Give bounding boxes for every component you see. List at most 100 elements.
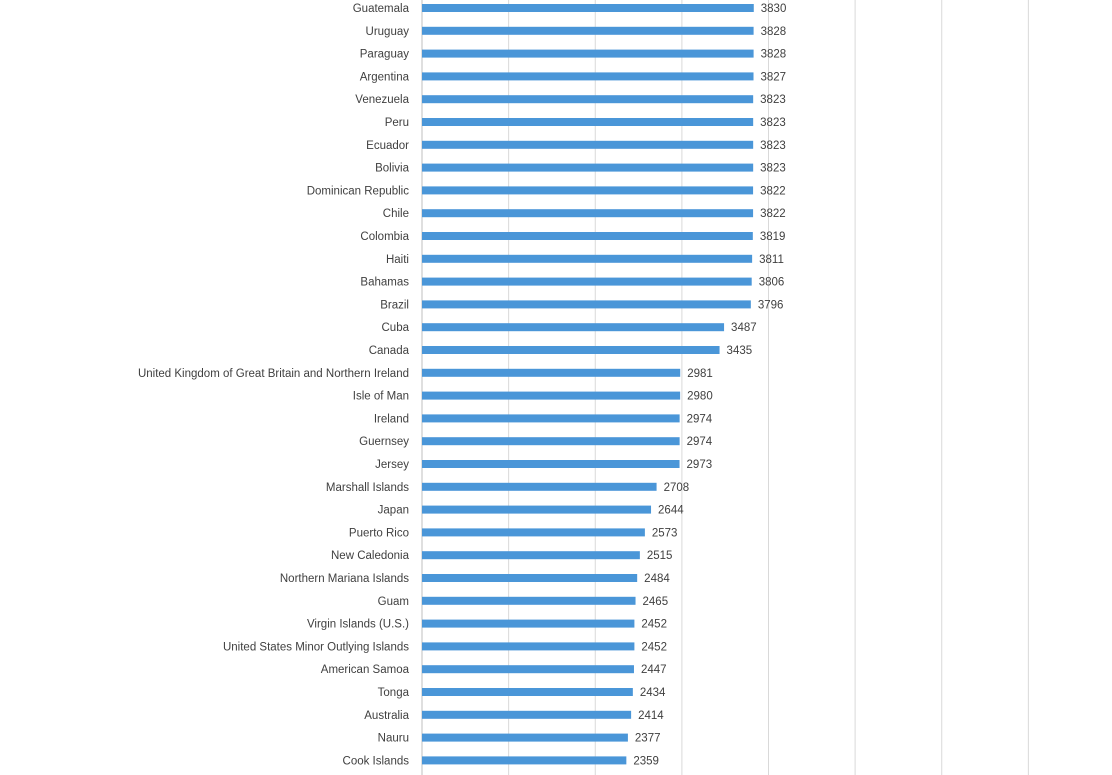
- bar: [422, 209, 754, 218]
- data-label: 2573: [652, 527, 678, 539]
- data-label: 2452: [641, 641, 667, 653]
- category-label: Puerto Rico: [349, 527, 409, 539]
- bar: [422, 323, 725, 332]
- bar: [422, 232, 753, 240]
- bar: [422, 528, 645, 537]
- bar: [422, 368, 681, 377]
- category-label: Northern Mariana Islands: [280, 573, 409, 585]
- data-label: 3822: [760, 208, 786, 220]
- data-label: 3796: [758, 299, 784, 311]
- category-label: Paraguay: [360, 49, 409, 61]
- bar: [422, 574, 638, 582]
- category-label: Canada: [369, 345, 410, 357]
- data-label: 3823: [760, 94, 786, 106]
- category-label: United Kingdom of Great Britain and Nort…: [138, 368, 409, 380]
- data-label: 3487: [731, 322, 757, 334]
- category-labels: Guatemala Uruguay Paraguay Argentina Venezue…: [138, 3, 410, 767]
- data-label: 2359: [633, 755, 659, 767]
- bar: [422, 437, 680, 446]
- bar: [422, 596, 636, 605]
- category-label: Isle of Man: [353, 391, 409, 403]
- bar: [422, 95, 754, 104]
- category-label: United States Minor Outlying Islands: [223, 641, 409, 653]
- data-label: 3435: [727, 345, 753, 357]
- data-label: 2447: [641, 664, 667, 676]
- category-label: New Caledonia: [331, 550, 410, 562]
- category-label: Nauru: [378, 733, 409, 745]
- category-label: Ireland: [374, 413, 409, 425]
- bar: [422, 254, 753, 263]
- data-label: 3828: [761, 49, 787, 61]
- data-label: 3822: [760, 185, 786, 197]
- bar: [422, 118, 754, 126]
- category-label: Australia: [364, 710, 409, 722]
- bar: [422, 665, 634, 674]
- category-label: Guatemala: [353, 3, 410, 15]
- data-label: 2377: [635, 733, 661, 745]
- category-label: Dominican Republic: [307, 185, 410, 197]
- data-label: 2973: [687, 459, 713, 471]
- data-label: 3823: [760, 117, 786, 129]
- bars: [422, 4, 754, 765]
- category-label: Guam: [378, 596, 409, 608]
- bar: [422, 551, 640, 560]
- data-label: 3823: [760, 163, 786, 175]
- bar: [422, 4, 754, 12]
- category-label: Bahamas: [360, 277, 409, 289]
- category-label: Argentina: [360, 71, 410, 83]
- bar: [422, 391, 681, 400]
- bar: [422, 163, 754, 172]
- category-label: Haiti: [386, 254, 409, 266]
- data-label: 3806: [759, 277, 785, 289]
- category-label: Guernsey: [359, 436, 409, 448]
- category-label: Bolivia: [375, 163, 409, 175]
- bar: [422, 277, 752, 286]
- bar: [422, 482, 657, 491]
- category-label: Venezuela: [355, 94, 409, 106]
- data-label: 2515: [647, 550, 673, 562]
- bar: [422, 414, 680, 423]
- data-label: 3828: [761, 26, 787, 38]
- data-label: 2414: [638, 710, 664, 722]
- bar: [422, 460, 680, 468]
- data-label: 3811: [759, 254, 784, 266]
- bar: [422, 688, 633, 696]
- category-label: Peru: [385, 117, 409, 129]
- bar: [422, 186, 754, 195]
- data-label: 3823: [760, 140, 786, 152]
- bar: [422, 710, 632, 719]
- category-label: American Samoa: [321, 664, 410, 676]
- data-label: 3819: [760, 231, 786, 243]
- data-label: 2644: [658, 505, 684, 517]
- bar: [422, 140, 754, 149]
- category-label: Uruguay: [366, 26, 410, 38]
- bar: [422, 346, 720, 354]
- data-label: 2484: [644, 573, 670, 585]
- category-label: Chile: [383, 208, 409, 220]
- category-label: Brazil: [380, 299, 409, 311]
- category-label: Marshall Islands: [326, 482, 409, 494]
- bar: [422, 49, 754, 58]
- data-labels: 3830 3828 3828 3827 3823 3823 3823 3823 3822 3822…: [633, 3, 786, 767]
- data-label: 3830: [761, 3, 787, 15]
- data-label: 2980: [687, 391, 713, 403]
- category-label: Virgin Islands (U.S.): [307, 619, 409, 631]
- gridlines: [421, 0, 1029, 775]
- data-label: 2981: [687, 368, 713, 380]
- category-label: Cuba: [382, 322, 410, 334]
- data-label: 2434: [640, 687, 666, 699]
- data-label: 2708: [664, 482, 690, 494]
- category-label: Japan: [378, 505, 409, 517]
- bar: [422, 756, 627, 765]
- bar: [422, 300, 751, 309]
- data-label: 2974: [687, 413, 713, 425]
- data-label: 3827: [761, 71, 787, 83]
- bar: [422, 26, 754, 35]
- bar: [422, 619, 635, 628]
- category-label: Jersey: [375, 459, 409, 471]
- bar: [422, 505, 652, 514]
- bar: [422, 642, 635, 651]
- bar: [422, 733, 628, 742]
